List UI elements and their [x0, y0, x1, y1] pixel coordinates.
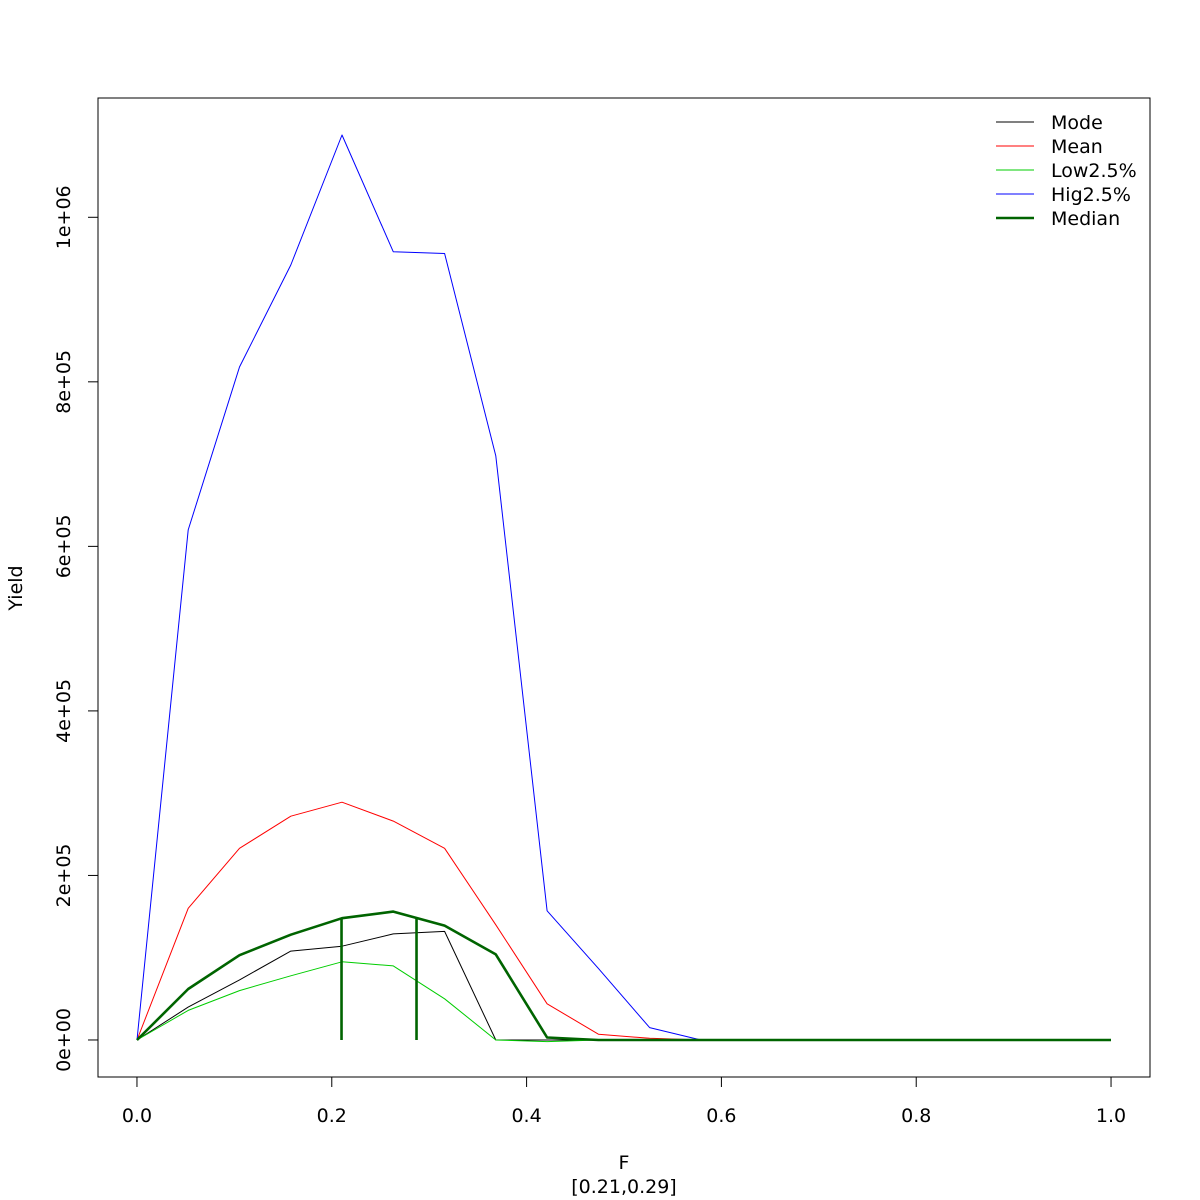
x-axis-sublabel: [0.21,0.29]	[571, 1176, 676, 1198]
y-axis: 0e+00 2e+05 4e+05 6e+05 8e+05 1e+06	[53, 185, 99, 1072]
series-line-median	[136, 910, 1111, 1042]
x-axis: 0.0 0.2 0.4 0.6 0.8 1.0	[122, 1076, 1126, 1127]
y-tick-label: 1e+06	[53, 185, 75, 249]
legend-label: Low2.5%	[1051, 160, 1137, 182]
y-tick-label: 6e+05	[53, 514, 75, 578]
plot-frame	[97, 97, 1151, 1078]
legend-label: Mode	[1051, 112, 1103, 134]
y-tick-label: 0e+00	[53, 1008, 75, 1072]
series-layer	[136, 134, 1111, 1043]
y-tick-label: 2e+05	[53, 844, 75, 908]
x-axis-label: F	[619, 1152, 630, 1174]
legend-label: Median	[1051, 208, 1120, 230]
y-tick-label: 4e+05	[53, 679, 75, 743]
x-tick-label: 0.6	[706, 1105, 736, 1127]
series-line-mode	[136, 930, 1111, 1041]
series-line-mean	[136, 801, 1111, 1041]
x-tick-label: 0.0	[122, 1105, 152, 1127]
x-tick-label: 0.4	[511, 1105, 541, 1127]
legend-label: Mean	[1051, 136, 1103, 158]
series-line-low2-5-	[136, 961, 1111, 1043]
x-tick-label: 0.2	[317, 1105, 347, 1127]
y-tick-label: 8e+05	[53, 350, 75, 414]
y-axis-label: Yield	[5, 565, 27, 611]
series-line-hig2-5-	[136, 134, 1111, 1041]
x-tick-label: 0.8	[901, 1105, 931, 1127]
x-tick-label: 1.0	[1096, 1105, 1126, 1127]
legend-label: Hig2.5%	[1051, 184, 1131, 206]
marker-layer	[340, 918, 418, 1040]
